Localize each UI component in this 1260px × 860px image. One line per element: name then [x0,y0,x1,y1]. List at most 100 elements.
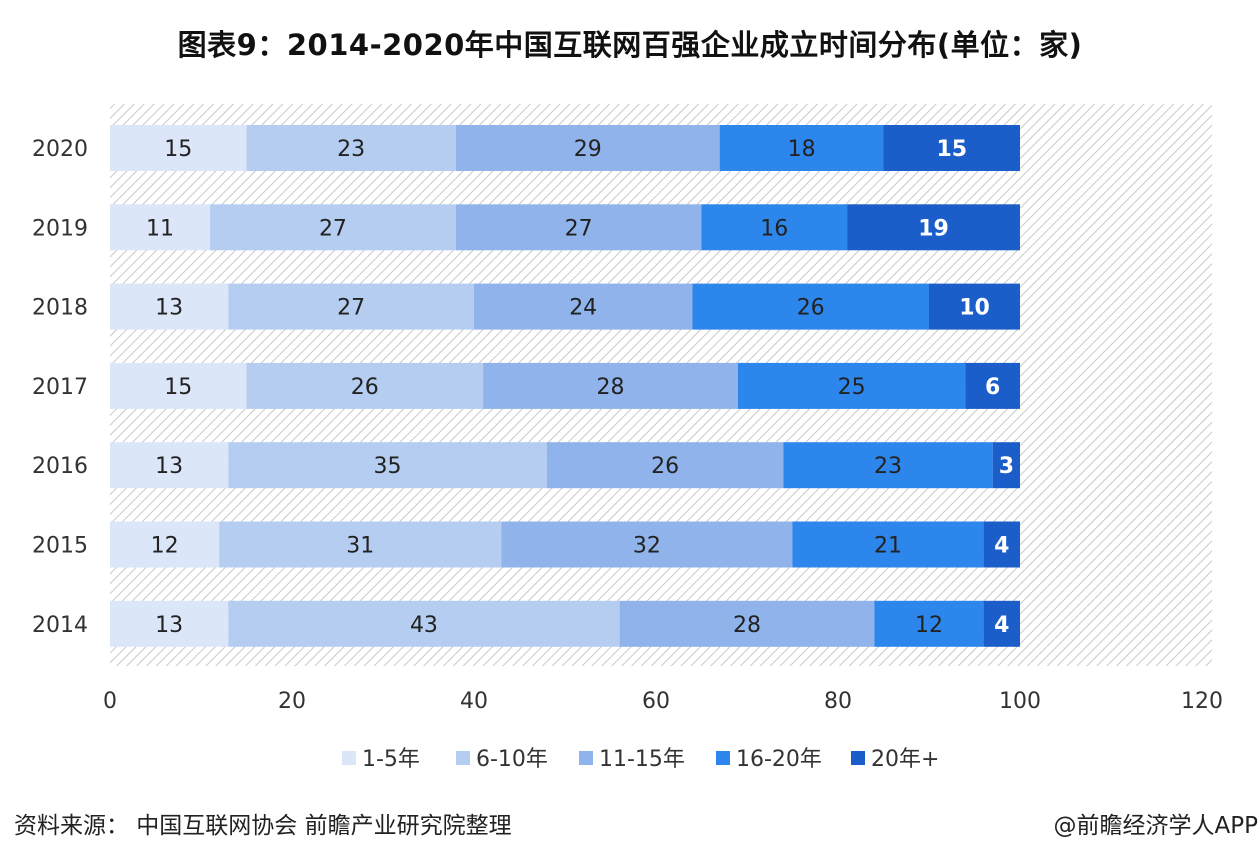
bar-segment [483,362,738,409]
data-label: 13 [155,296,183,321]
data-label: 43 [410,613,438,638]
x-tick-label: 120 [1181,689,1223,714]
bar-segment [110,600,229,647]
x-tick-label: 60 [642,689,670,714]
data-label: 26 [351,375,379,400]
legend-swatch [579,751,593,765]
y-tick-label: 2019 [32,216,88,241]
data-label: 15 [164,137,192,162]
legend-label: 16-20年 [736,747,822,772]
bar-segment [228,283,474,330]
bar-segment [474,283,693,330]
data-label: 26 [651,454,679,479]
bar-segment [455,204,702,251]
bar-segment [883,125,1020,171]
data-label: 23 [337,137,365,162]
bar-segment [110,442,229,489]
data-label: 29 [574,137,602,162]
bar-segment [983,600,1020,647]
bar-segment [965,362,1020,409]
x-tick-label: 100 [999,689,1041,714]
bar-segment [501,521,793,568]
bar-segment [992,442,1020,489]
data-label: 12 [915,613,943,638]
legend-label: 6-10年 [476,747,548,772]
bar-segment [110,283,229,330]
data-label: 25 [838,375,866,400]
legend-label: 11-15年 [599,747,685,772]
data-label: 15 [164,375,192,400]
bar-segment [874,600,984,647]
source-note: 资料来源： 中国互联网协会 前瞻产业研究院整理 [14,813,512,839]
bar-segment [228,442,547,489]
data-label: 16 [760,216,788,241]
data-label: 35 [374,454,402,479]
data-label: 26 [797,296,825,321]
bar-segment [246,125,456,171]
legend-item: 6-10年 [456,747,548,772]
legend-item: 1-5年 [342,747,420,772]
credit-note: @前瞻经济学人APP [1053,813,1258,839]
data-label: 28 [733,613,761,638]
bar-segment [719,125,884,171]
bar-segment [983,521,1020,568]
legend-swatch [342,751,356,765]
data-label: 4 [994,534,1009,559]
y-tick-label: 2015 [32,534,88,559]
data-label: 24 [569,296,597,321]
data-label: 11 [146,216,174,241]
data-label: 18 [788,137,816,162]
x-tick-label: 20 [278,689,306,714]
bar-segment [929,283,1020,330]
bar-segment [246,362,484,409]
data-label: 4 [994,613,1009,638]
bar-segment [110,125,247,171]
x-tick-label: 0 [103,689,117,714]
data-label: 15 [936,137,967,162]
bar-segment [228,600,620,647]
bar-segment [701,204,848,251]
legend-label: 20年+ [871,747,939,772]
bar-segment [783,442,993,489]
legend-item: 16-20年 [716,747,822,772]
data-label: 10 [959,296,990,321]
data-label: 31 [346,534,374,559]
legend-swatch [851,751,865,765]
data-label: 23 [874,454,902,479]
y-tick-label: 2017 [32,375,88,400]
bar-segment [110,521,220,568]
bar-segment [210,204,456,251]
bar-segment [546,442,784,489]
bar-segment [219,521,502,568]
bar-segment [619,600,875,647]
y-tick-label: 2014 [32,613,88,638]
data-label: 12 [151,534,179,559]
data-label: 19 [918,216,949,241]
data-label: 21 [874,534,902,559]
data-label: 32 [633,534,661,559]
x-tick-label: 40 [460,689,488,714]
legend-label: 1-5年 [362,747,420,772]
bar-segment [847,204,1020,251]
bar-segment [110,204,211,251]
y-tick-label: 2020 [32,137,88,162]
bar-segment [692,283,929,330]
legend-swatch [456,751,470,765]
bar-segment [455,125,720,171]
legend-item: 20年+ [851,747,939,772]
data-label: 28 [597,375,625,400]
data-label: 27 [319,216,347,241]
y-tick-label: 2018 [32,296,88,321]
data-label: 27 [565,216,593,241]
data-label: 13 [155,613,183,638]
data-label: 6 [985,375,1000,400]
data-label: 27 [337,296,365,321]
legend-swatch [716,751,730,765]
bar-segment [737,362,966,409]
chart-title: 图表9：2014-2020年中国互联网百强企业成立时间分布(单位：家) [177,28,1083,62]
data-label: 3 [999,454,1014,479]
legend-item: 11-15年 [579,747,685,772]
y-tick-label: 2016 [32,454,88,479]
bar-segment [792,521,984,568]
